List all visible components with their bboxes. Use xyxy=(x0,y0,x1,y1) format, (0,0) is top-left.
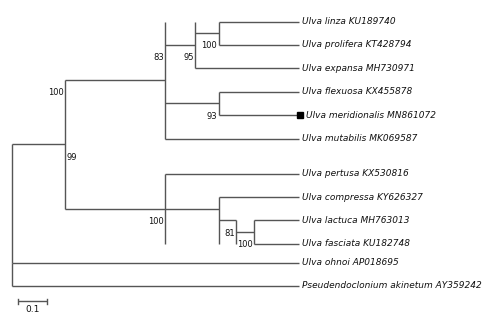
Text: 83: 83 xyxy=(153,53,164,62)
Text: 0.1: 0.1 xyxy=(25,305,40,315)
Text: 100: 100 xyxy=(202,41,217,50)
Text: Ulva flexuosa KX455878: Ulva flexuosa KX455878 xyxy=(302,87,412,96)
Text: Ulva fasciata KU182748: Ulva fasciata KU182748 xyxy=(302,239,410,248)
Text: Ulva expansa MH730971: Ulva expansa MH730971 xyxy=(302,64,414,73)
Text: 100: 100 xyxy=(48,88,64,97)
Text: Ulva prolifera KT428794: Ulva prolifera KT428794 xyxy=(302,40,411,49)
Text: Ulva pertusa KX530816: Ulva pertusa KX530816 xyxy=(302,169,408,178)
Text: Pseudendoclonium akinetum AY359242: Pseudendoclonium akinetum AY359242 xyxy=(302,281,482,291)
Text: Ulva linza KU189740: Ulva linza KU189740 xyxy=(302,17,395,26)
Text: Ulva mutabilis MK069587: Ulva mutabilis MK069587 xyxy=(302,134,417,143)
Text: 81: 81 xyxy=(224,229,235,238)
Text: 93: 93 xyxy=(206,112,217,121)
Text: 100: 100 xyxy=(237,240,252,249)
Text: 95: 95 xyxy=(183,53,194,62)
Text: Ulva compressa KY626327: Ulva compressa KY626327 xyxy=(302,193,422,202)
Text: Ulva ohnoi AP018695: Ulva ohnoi AP018695 xyxy=(302,258,398,267)
Text: 100: 100 xyxy=(148,217,164,226)
Text: Ulva meridionalis MN861072: Ulva meridionalis MN861072 xyxy=(306,111,436,120)
Text: Ulva lactuca MH763013: Ulva lactuca MH763013 xyxy=(302,216,409,225)
Text: 99: 99 xyxy=(66,153,77,162)
